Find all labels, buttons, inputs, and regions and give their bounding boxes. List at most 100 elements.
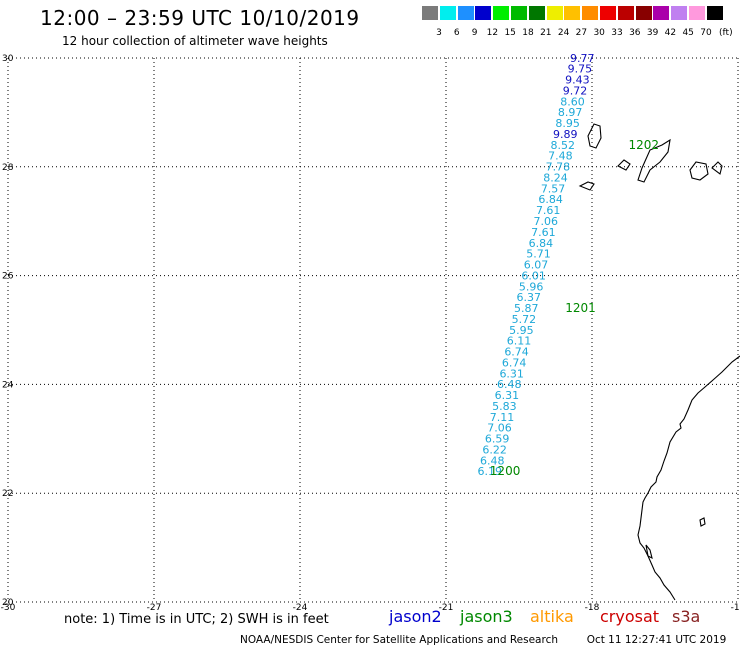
wave-height-label: 5.72 [512,313,537,326]
wave-height-label: 8.95 [555,117,580,130]
wave-height-label: 5.83 [492,400,517,413]
altimeter-track: 9.779.759.439.728.608.978.959.898.527.48… [478,52,595,478]
wave-height-label: 7.06 [534,215,559,228]
legend-label: 39 [646,28,659,38]
wave-height-label: 6.07 [524,259,549,272]
y-tick-label: 22 [2,489,13,499]
wave-height-label: 6.74 [504,346,529,359]
y-tick-label: 30 [2,54,14,64]
legend-swatch [617,6,634,20]
legend-label: 30 [593,28,605,38]
legend-label: 3 [436,28,442,38]
coast-islet [645,544,653,560]
wave-height-label: 7.48 [548,150,573,163]
africa-coastline [637,355,740,601]
wave-height-label: 8.60 [560,95,585,108]
wave-height-label: 6.48 [497,378,522,391]
la-palma-island [587,123,602,149]
legend-swatch [706,6,723,20]
legend-label: 27 [575,28,588,38]
wave-height-label: 5.96 [519,280,544,293]
legend-label: 12 [486,28,499,38]
wave-height-label: 8.97 [558,106,583,119]
x-tick-label: -30 [1,603,16,613]
y-tick-label: 26 [2,272,14,282]
wave-height-label: 6.84 [538,193,563,206]
legend-swatch [511,6,527,20]
x-tick-label: -15 [731,603,740,613]
wave-height-label: 6.31 [495,389,520,402]
wave-height-label: 7.61 [536,204,561,217]
legend-label: 42 [664,28,677,38]
chart-subtitle: 12 hour collection of altimeter wave hei… [62,34,328,48]
wave-height-label: 9.75 [568,63,593,76]
gran-canaria-island [689,161,709,181]
legend-label: 24 [557,28,570,38]
footer-org: NOAA/NESDIS Center for Satellite Applica… [240,634,558,646]
tenerife-island [637,138,671,183]
wave-height-label: 6.59 [485,433,510,446]
wave-height-label: 9.77 [570,52,595,65]
y-tick-label: 28 [2,163,14,173]
legend-swatch [600,6,616,20]
wave-height-label: 6.31 [499,367,524,380]
satellite-cryosat: cryosat [600,607,660,626]
wave-height-label: 6.22 [482,443,507,456]
legend-unit: (ft) [719,28,733,38]
satellite-jason2: jason2 [389,607,442,626]
time-labels: 1202 1201 1200 [490,138,659,478]
wave-height-label: 7.78 [546,161,571,174]
wave-height-label: 6.37 [516,291,541,304]
legend-label: 18 [522,28,534,38]
wave-height-label: 6.01 [521,269,546,282]
legend-label: 70 [700,28,712,38]
wave-height-label: 7.11 [490,411,515,424]
legend-label: 9 [471,28,478,38]
legend-label: 21 [540,28,552,38]
time-label: 1200 [490,464,521,478]
wave-height-label: 6.19 [478,465,503,478]
x-tick-label: -27 [147,603,162,613]
legend-swatch [439,6,456,20]
legend-swatch [635,6,652,20]
footer: NOAA/NESDIS Center for Satellite Applica… [240,634,726,646]
wave-height-label: 9.72 [563,84,588,97]
legend-swatch [422,6,438,20]
wave-height-label: 8.24 [543,171,568,184]
legend-swatch [546,6,563,20]
satellite-altika: altika [530,607,574,626]
x-tick-label: -18 [585,603,600,613]
western-sahara-islet [699,517,706,527]
coastline [578,123,740,601]
legend-label: 6 [453,28,460,38]
wave-height-label: 6.74 [502,356,527,369]
fuerteventura-island [711,161,723,175]
wave-height-label: 8.52 [551,139,576,152]
wave-height-label: 9.89 [553,128,578,141]
wave-height-label: 9.43 [565,74,590,87]
legend-swatch [457,6,474,20]
satellite-s3a: s3a [672,607,701,626]
y-tick-label: 24 [2,380,14,390]
wave-height-label: 6.84 [529,237,554,250]
wave-height-label: 5.87 [514,302,539,315]
chart-title: 12:00 – 23:59 UTC 10/10/2019 [40,6,360,30]
wave-height-label: 7.61 [531,226,556,239]
x-tick-label: -21 [439,603,454,613]
legend-label: 33 [611,28,623,38]
wave-height-label: 5.71 [526,248,551,261]
wave-height-label: 5.95 [509,324,534,337]
time-label: 1202 [629,138,660,152]
wave-height-label: 6.11 [507,335,532,348]
el-hierro-island [578,181,595,191]
legend-swatch [564,6,581,20]
la-gomera-island [617,159,631,171]
footer-timestamp: Oct 11 12:27:41 UTC 2019 [586,634,727,646]
legend-label: 45 [682,28,694,38]
legend-swatch [528,6,545,20]
satellite-jason3: jason3 [460,607,513,626]
legend-swatch [475,6,492,20]
wave-height-label: 7.57 [541,182,566,195]
legend-label: 36 [629,28,641,38]
